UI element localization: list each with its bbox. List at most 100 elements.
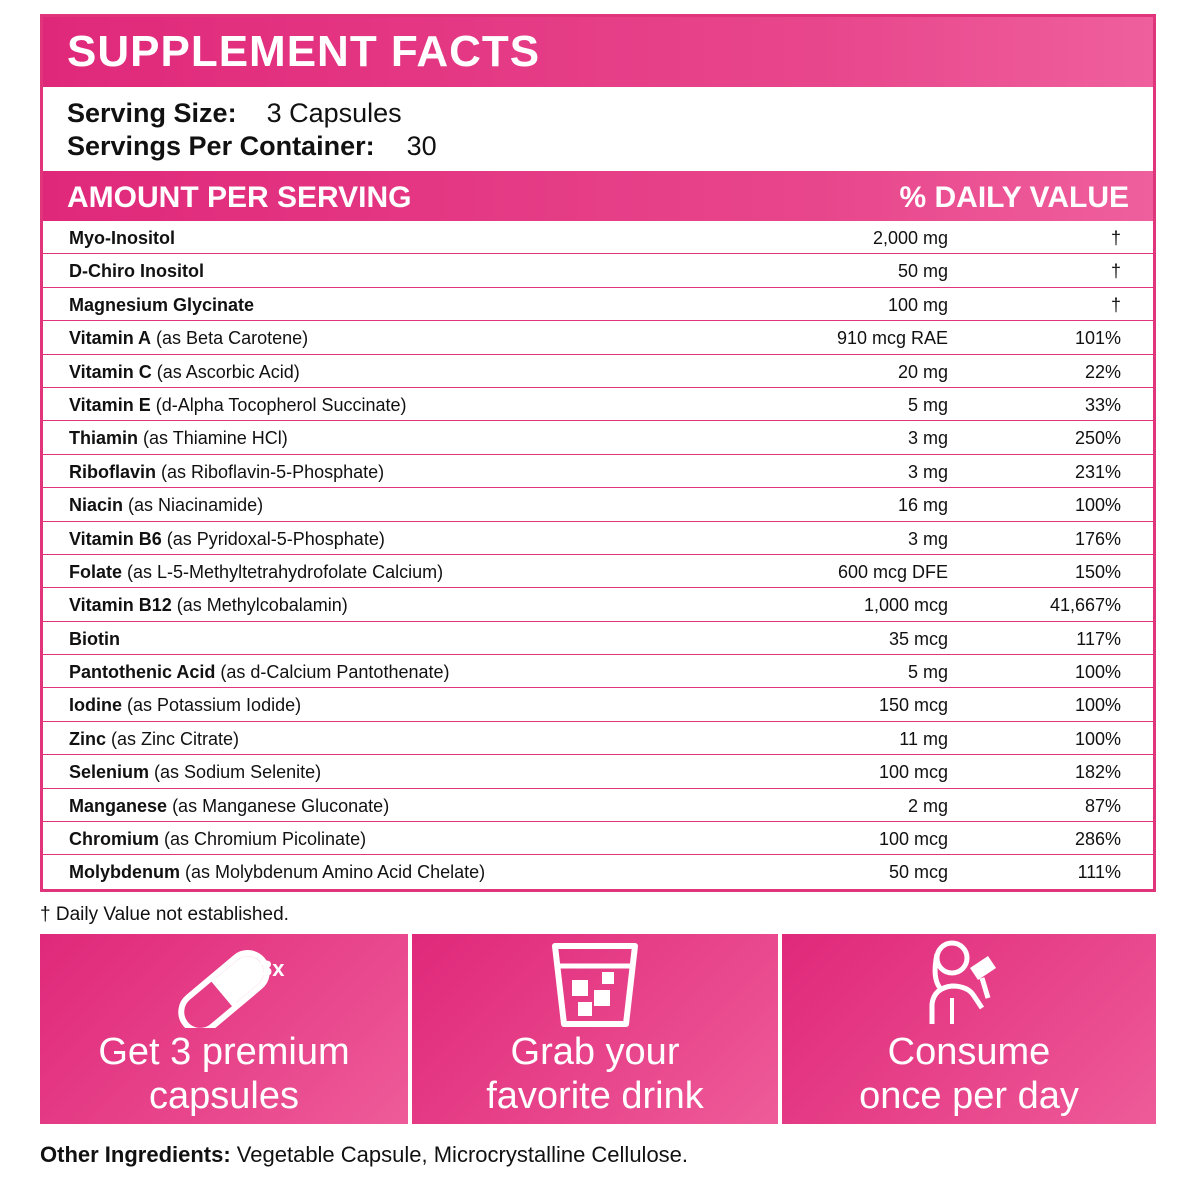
nutrient-amount: 100 mcg: [878, 829, 948, 850]
other-ingredients: Other Ingredients: Vegetable Capsule, Mi…: [40, 1142, 688, 1168]
nutrient-amount: 3 mg: [907, 428, 948, 449]
nutrient-amount: 150 mcg: [878, 695, 948, 716]
nutrient-daily-value: 33%: [1084, 394, 1121, 415]
nutrient-name: Pantothenic Acid: [69, 662, 216, 683]
nutrient-name: Vitamin C: [69, 361, 152, 382]
nutrient-name: Vitamin E: [69, 394, 151, 415]
nutrient-daily-value: 176%: [1074, 528, 1121, 549]
nutrient-name: Riboflavin: [69, 461, 157, 482]
nutrient-row: Vitamin E (d-Alpha Tocopherol Succinate)…: [43, 388, 1153, 422]
nutrient-row: D-Chiro Inositol 50 mg †: [43, 254, 1153, 288]
nutrient-amount: 3 mg: [907, 461, 948, 482]
nutrient-name-cell: Zinc (as Zinc Citrate): [69, 729, 239, 750]
nutrient-row: Biotin 35 mcg 117%: [43, 622, 1153, 656]
nutrient-name: Chromium: [69, 829, 159, 850]
nutrient-source: (as d-Calcium Pantothenate): [220, 662, 450, 683]
nutrient-row: Vitamin C (as Ascorbic Acid) 20 mg 22%: [43, 355, 1153, 388]
nutrient-daily-value: 41,667%: [1049, 595, 1121, 616]
nutrient-name: Molybdenum: [69, 862, 180, 883]
step-caption-line: capsules: [149, 1075, 299, 1117]
nutrient-row: Folate (as L-5-Methyltetrahydrofolate Ca…: [43, 555, 1153, 589]
nutrient-name: Myo-Inositol: [69, 228, 175, 248]
nutrient-amount: 35 mcg: [888, 628, 948, 649]
nutrient-name-cell: Vitamin B6 (as Pyridoxal-5-Phosphate): [69, 529, 385, 550]
step-caption: Grab your favorite drink: [412, 1030, 778, 1118]
step-icon-wrap: [412, 938, 778, 1028]
serving-size-value: 3 Capsules: [266, 98, 402, 128]
drink-glass-icon: [552, 943, 638, 1027]
nutrient-daily-value: 117%: [1076, 628, 1121, 649]
nutrient-amount: 5 mg: [907, 662, 948, 683]
nutrient-row: Vitamin B12 (as Methylcobalamin) 1,000 mc…: [43, 588, 1153, 622]
step-caption-line: Consume: [887, 1031, 1051, 1073]
step-caption-line: favorite drink: [486, 1075, 704, 1117]
capsule-icon: [178, 950, 270, 1034]
nutrient-amount: 5 mg: [907, 394, 948, 415]
nutrient-source: (as Ascorbic Acid): [156, 361, 300, 382]
nutrient-daily-value: 150%: [1074, 561, 1121, 582]
nutrient-row: Riboflavin (as Riboflavin-5-Phosphate) 3 …: [43, 455, 1153, 489]
nutrient-source: (as L-5-Methyltetrahydrofolate Calcium): [127, 561, 444, 582]
amount-per-serving-heading: AMOUNT PER SERVING: [67, 181, 412, 214]
nutrient-name-cell: Chromium (as Chromium Picolinate): [69, 829, 366, 850]
nutrient-name-cell: Vitamin E (d-Alpha Tocopherol Succinate): [69, 395, 407, 416]
title-bar: SUPPLEMENT FACTS: [43, 17, 1153, 87]
nutrient-name-cell: Molybdenum (as Molybdenum Amino Acid Che…: [69, 862, 485, 883]
nutrient-name-cell: Niacin (as Niacinamide): [69, 495, 263, 516]
footnote: † Daily Value not established.: [40, 904, 289, 925]
nutrient-source: (as Thiamine HCl): [143, 428, 288, 449]
nutrient-source: (as Potassium Iodide): [127, 695, 302, 716]
serving-info: Serving Size: 3 Capsules Servings Per Con…: [67, 97, 437, 163]
woman-drinking-icon: [929, 940, 996, 1024]
nutrient-name-cell: Pantothenic Acid (as d-Calcium Pantothen…: [69, 662, 450, 683]
nutrient-amount: 50 mg: [897, 261, 948, 282]
nutrient-source: (as Methylcobalamin): [176, 595, 348, 616]
servings-per-container-row: Servings Per Container: 30: [67, 130, 437, 163]
other-ingredients-value: Vegetable Capsule, Microcrystalline Cell…: [230, 1142, 689, 1167]
nutrient-daily-value: 22%: [1084, 361, 1121, 382]
nutrient-daily-value: 101%: [1074, 328, 1121, 349]
nutrient-name: Manganese: [69, 795, 168, 816]
nutrient-name-cell: Selenium (as Sodium Selenite): [69, 762, 321, 783]
supplement-facts-panel: SUPPLEMENT FACTS Serving Size: 3 Capsules…: [40, 14, 1156, 892]
nutrient-name: Iodine: [69, 695, 122, 716]
nutrient-daily-value: †: [1110, 228, 1121, 248]
nutrient-name-cell: D-Chiro Inositol: [69, 261, 204, 282]
nutrient-name-cell: Biotin: [69, 629, 120, 650]
nutrient-amount: 3 mg: [907, 528, 948, 549]
nutrient-amount: 20 mg: [897, 361, 948, 382]
nutrient-amount: 16 mg: [897, 495, 948, 516]
step-icon-wrap: 3x: [40, 938, 408, 1034]
daily-value-heading: % DAILY VALUE: [899, 181, 1130, 214]
nutrient-daily-value: 231%: [1074, 461, 1121, 482]
nutrient-name-cell: Myo-Inositol: [69, 228, 175, 249]
nutrient-name: D-Chiro Inositol: [69, 261, 204, 282]
nutrient-amount: 600 mcg DFE: [837, 561, 948, 582]
other-ingredients-label: Other Ingredients:: [40, 1142, 231, 1167]
step-drink: Grab your favorite drink: [412, 934, 778, 1124]
nutrient-name-cell: Thiamin (as Thiamine HCl): [69, 428, 288, 449]
nutrient-table: Myo-Inositol 2,000 mg † D-Chiro Inositol 50 …: [43, 221, 1153, 889]
nutrient-name: Folate: [69, 561, 123, 582]
nutrient-source: (as Pyridoxal-5-Phosphate): [166, 528, 385, 549]
nutrient-daily-value: 100%: [1074, 662, 1121, 683]
nutrient-source: (as Zinc Citrate): [111, 728, 240, 749]
usage-steps: 3x Get 3 premium capsules Grab your favo…: [40, 934, 1156, 1124]
nutrient-name: Selenium: [69, 762, 150, 783]
step-caption-line: Grab your: [510, 1031, 680, 1073]
nutrient-name: Vitamin A: [69, 328, 152, 349]
nutrient-name-cell: Iodine (as Potassium Iodide): [69, 695, 301, 716]
nutrient-source: (as Chromium Picolinate): [164, 829, 367, 850]
nutrient-name: Vitamin B6: [69, 528, 162, 549]
nutrient-row: Pantothenic Acid (as d-Calcium Pantothen…: [43, 655, 1153, 689]
nutrient-source: (d-Alpha Tocopherol Succinate): [155, 394, 407, 415]
nutrient-daily-value: 286%: [1074, 829, 1121, 850]
nutrient-row: Vitamin A (as Beta Carotene) 910 mcg RAE 1…: [43, 321, 1153, 355]
servings-per-container-value: 30: [406, 131, 437, 161]
page-title: SUPPLEMENT FACTS: [67, 27, 541, 76]
nutrient-amount: 50 mcg: [888, 862, 948, 883]
nutrient-row: Thiamin (as Thiamine HCl) 3 mg 250%: [43, 421, 1153, 455]
nutrient-name-cell: Folate (as L-5-Methyltetrahydrofolate Ca…: [69, 562, 443, 583]
nutrient-amount: 910 mcg RAE: [836, 328, 948, 349]
nutrient-row: Selenium (as Sodium Selenite) 100 mcg 182%: [43, 755, 1153, 789]
